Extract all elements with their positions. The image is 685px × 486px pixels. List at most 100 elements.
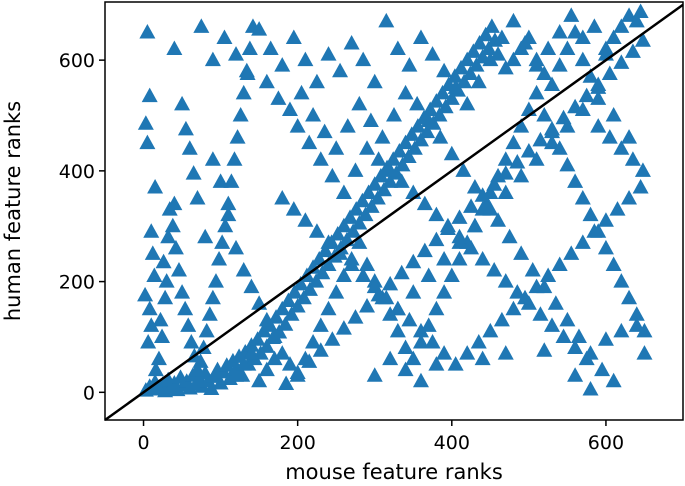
data-point-395 (416, 242, 433, 258)
data-point-54 (305, 259, 322, 274)
data-point-443 (405, 284, 422, 299)
data-point-264 (389, 40, 406, 56)
data-point-215 (397, 339, 414, 355)
data-point-106 (465, 43, 482, 58)
data-point-402 (497, 165, 514, 180)
data-point-204 (312, 317, 329, 332)
data-point-73 (363, 198, 380, 213)
data-point-435 (528, 151, 545, 166)
data-point-419 (428, 356, 445, 371)
data-point-42 (268, 309, 285, 324)
data-point-442 (420, 267, 437, 283)
data-point-24 (212, 374, 229, 390)
data-point-292 (362, 112, 379, 128)
data-point-91 (419, 123, 436, 139)
data-point-123 (559, 40, 576, 56)
data-point-440 (451, 234, 468, 249)
y-tick-label-0: 0 (83, 382, 95, 404)
data-point-62 (329, 226, 346, 241)
data-point-333 (509, 284, 526, 299)
data-point-371 (574, 234, 591, 249)
data-point-50 (292, 275, 309, 291)
data-point-84 (397, 134, 414, 150)
data-point-162 (183, 333, 200, 349)
data-point-425 (597, 331, 614, 346)
data-point-92 (422, 101, 439, 116)
data-point-69 (351, 214, 368, 230)
data-point-121 (543, 76, 560, 92)
data-point-439 (466, 217, 483, 233)
data-point-243 (613, 273, 630, 288)
data-point-186 (181, 140, 198, 155)
data-point-83 (394, 156, 411, 172)
data-point-49 (289, 298, 306, 313)
data-point-397 (439, 220, 456, 235)
data-point-233 (536, 106, 553, 122)
data-point-179 (235, 84, 252, 100)
data-point-373 (597, 212, 614, 227)
data-point-423 (567, 367, 584, 382)
data-point-99 (443, 90, 460, 105)
data-point-275 (517, 35, 534, 50)
data-point-152 (155, 253, 172, 269)
data-point-380 (251, 372, 268, 388)
data-point-143 (141, 300, 158, 316)
data-point-207 (335, 267, 352, 283)
data-point-430 (605, 106, 622, 122)
y-tick-label-600: 600 (59, 50, 95, 72)
y-axis-label: human feature ranks (1, 101, 25, 321)
data-point-437 (497, 184, 514, 200)
data-point-262 (366, 73, 383, 89)
data-point-268 (436, 62, 453, 78)
data-point-71 (357, 206, 374, 222)
data-point-322 (382, 162, 399, 177)
data-point-315 (301, 134, 318, 150)
data-point-301 (466, 178, 483, 194)
data-point-89 (412, 131, 429, 147)
data-point-343 (624, 151, 641, 166)
data-point-248 (204, 51, 221, 67)
data-point-199 (274, 345, 291, 360)
data-point-219 (428, 300, 445, 316)
data-point-177 (229, 129, 246, 144)
data-point-356 (401, 311, 418, 327)
data-point-433 (559, 118, 576, 133)
data-point-319 (347, 162, 364, 177)
data-point-53 (301, 281, 318, 296)
data-point-381 (258, 361, 275, 377)
data-point-131 (621, 7, 638, 22)
data-point-393 (393, 264, 410, 280)
data-point-336 (543, 317, 560, 332)
data-point-159 (174, 284, 191, 299)
data-point-376 (632, 178, 649, 194)
data-point-67 (345, 223, 362, 238)
data-point-414 (634, 32, 651, 47)
data-point-195 (243, 278, 260, 294)
data-point-155 (166, 195, 183, 211)
data-point-134 (139, 23, 156, 39)
data-point-346 (285, 201, 302, 216)
data-point-265 (401, 57, 418, 72)
data-point-411 (601, 65, 618, 80)
data-point-235 (551, 140, 568, 155)
data-point-218 (420, 317, 437, 332)
data-point-153 (160, 228, 177, 244)
data-point-116 (505, 51, 522, 67)
data-point-193 (228, 239, 245, 255)
data-point-209 (351, 234, 368, 249)
data-point-254 (274, 57, 291, 72)
data-point-138 (147, 178, 164, 194)
data-point-239 (582, 206, 599, 222)
data-point-178 (232, 106, 249, 122)
data-point-105 (462, 65, 479, 80)
data-point-288 (316, 123, 333, 139)
data-point-337 (555, 328, 572, 343)
data-point-196 (251, 295, 268, 310)
data-point-94 (428, 93, 445, 108)
data-point-46 (280, 292, 297, 307)
data-point-399 (463, 198, 480, 213)
data-point-362 (470, 333, 487, 349)
data-point-135 (137, 115, 154, 130)
data-point-379 (243, 345, 260, 360)
data-point-304 (501, 228, 518, 244)
